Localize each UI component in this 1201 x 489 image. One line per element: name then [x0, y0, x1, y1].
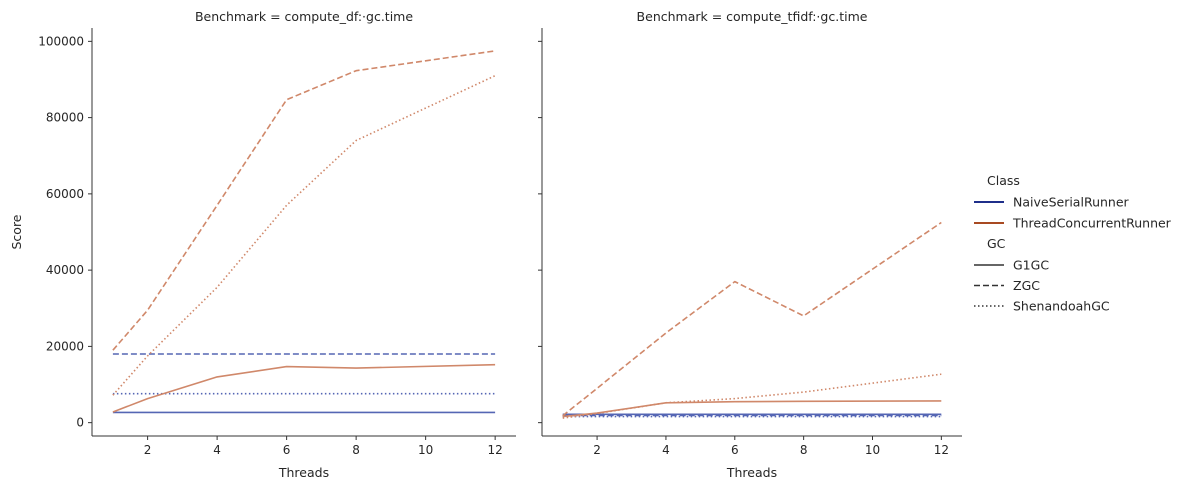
series-line-threadconcurrentrunner-shenandoahgc [112, 74, 496, 396]
legend-label: NaiveSerialRunner [1013, 195, 1130, 210]
legend-label: ThreadConcurrentRunner [1012, 216, 1172, 231]
x-tick-label: 6 [731, 443, 739, 457]
x-tick-label: 4 [213, 443, 221, 457]
x-tick-label: 12 [934, 443, 949, 457]
y-tick-label: 40000 [46, 263, 84, 277]
y-tick-label: 100000 [38, 34, 84, 48]
legend-label: ZGC [1013, 278, 1040, 293]
series-line-threadconcurrentrunner-zgc [112, 50, 496, 351]
legend-label: ShenandoahGC [1013, 299, 1110, 314]
x-tick-label: 2 [144, 443, 152, 457]
legend-label: G1GC [1013, 258, 1049, 273]
legend-title-gc: GC [987, 236, 1006, 251]
y-axis-label: Score [9, 214, 24, 249]
series-line-threadconcurrentrunner-g1gc [112, 363, 496, 413]
x-tick-label: 2 [593, 443, 601, 457]
x-axis-label: Threads [278, 465, 329, 480]
x-axis-label: Threads [726, 465, 777, 480]
series-line-threadconcurrentrunner-shenandoahgc [562, 373, 942, 419]
x-tick-label: 6 [283, 443, 291, 457]
x-tick-label: 4 [662, 443, 670, 457]
panel-title: Benchmark = compute_tfidf:·gc.time [637, 9, 868, 24]
y-tick-label: 0 [76, 416, 84, 430]
panel-title: Benchmark = compute_df:·gc.time [195, 9, 413, 24]
legend-title-class: Class [987, 173, 1020, 188]
series-line-threadconcurrentrunner-zgc [562, 221, 942, 417]
x-tick-label: 8 [800, 443, 808, 457]
y-tick-label: 80000 [46, 111, 84, 125]
x-tick-label: 10 [865, 443, 880, 457]
y-tick-label: 20000 [46, 339, 84, 353]
x-tick-label: 10 [418, 443, 433, 457]
y-tick-label: 60000 [46, 187, 84, 201]
x-tick-label: 12 [488, 443, 503, 457]
x-tick-label: 8 [352, 443, 360, 457]
